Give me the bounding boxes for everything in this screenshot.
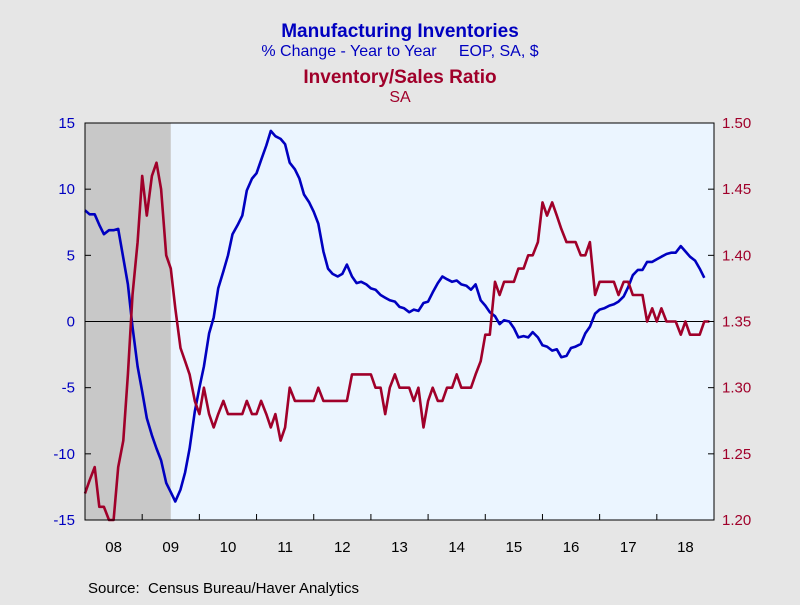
chart-title-secondary: Inventory/Sales Ratio	[303, 67, 496, 88]
x-tick-label: 14	[448, 539, 465, 556]
left-tick-label: 10	[58, 181, 75, 198]
x-tick-label: 09	[162, 539, 179, 556]
left-tick-label: -10	[53, 446, 75, 463]
x-tick-label: 08	[105, 539, 122, 556]
chart-subtitle-secondary: SA	[389, 89, 411, 106]
x-tick-label: 16	[563, 539, 580, 556]
left-tick-label: -5	[62, 380, 75, 397]
x-tick-label: 11	[277, 539, 293, 556]
right-tick-label: 1.40	[722, 247, 751, 264]
right-tick-label: 1.25	[722, 446, 751, 463]
series-line-inventory-sales-ratio	[83, 161, 710, 522]
right-tick-label: 1.20	[722, 512, 751, 529]
right-tick-label: 1.30	[722, 380, 751, 397]
chart-title: Manufacturing Inventories	[281, 21, 519, 42]
left-tick-label: 5	[67, 247, 75, 264]
left-axis: 15 10 5 0 -5 -10 -15	[53, 115, 91, 529]
left-tick-label: 0	[67, 314, 75, 331]
left-tick-label: -15	[53, 512, 75, 529]
x-tick-label: 13	[391, 539, 408, 556]
right-axis: 1.50 1.45 1.40 1.35 1.30 1.25 1.20	[708, 115, 751, 529]
x-tick-label: 15	[506, 539, 523, 556]
left-tick-label: 15	[58, 115, 75, 132]
series-line-inventories	[84, 129, 706, 503]
x-tick-label: 18	[677, 539, 694, 556]
right-tick-label: 1.50	[722, 115, 751, 132]
x-tick-label: 10	[220, 539, 237, 556]
x-tick-label: 17	[620, 539, 637, 556]
source-note: Source: Census Bureau/Haver Analytics	[88, 580, 359, 597]
x-tick-label: 12	[334, 539, 351, 556]
series-layer	[83, 129, 710, 522]
right-tick-label: 1.35	[722, 314, 751, 331]
chart-subtitle: % Change - Year to Year EOP, SA, $	[261, 43, 538, 60]
x-axis: 08 09 10 11 12 13 14 15 16 17 18	[84, 514, 715, 556]
right-tick-label: 1.45	[722, 181, 751, 198]
